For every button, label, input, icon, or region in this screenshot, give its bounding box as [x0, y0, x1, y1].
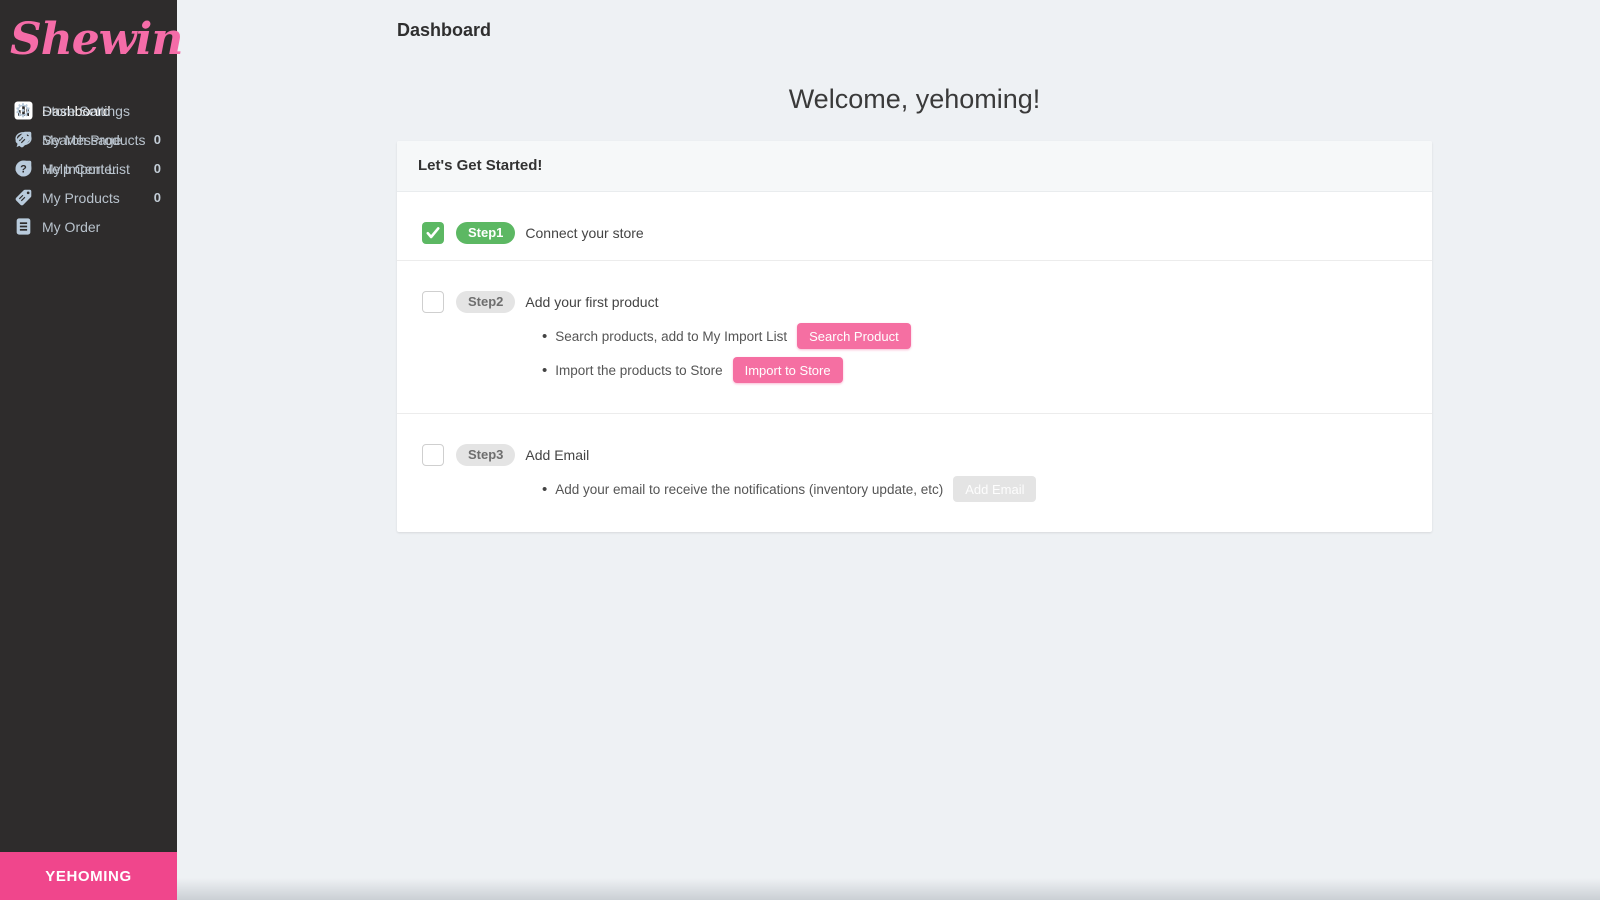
bullet-item: Add your email to receive the notificati… — [542, 476, 1407, 502]
search-product-button[interactable]: Search Product — [797, 323, 911, 349]
step1-checkbox[interactable] — [422, 222, 444, 244]
step-row: Step1 Connect your store — [422, 222, 1407, 244]
account-footer-button[interactable]: YEHOMING — [0, 852, 177, 900]
bullet-item: Import the products to Store Import to S… — [542, 357, 1407, 383]
sidebar-item-label: My Order — [42, 218, 101, 235]
step1-label: Connect your store — [525, 225, 644, 241]
sidebar-item-label: Help Center — [42, 160, 117, 177]
sidebar: Shewin Dashboard Search Products My Impo… — [0, 0, 183, 900]
step-row: Step2 Add your first product — [422, 291, 1407, 313]
sidebar-item-label: My Import List — [42, 160, 130, 177]
step-row: Step3 Add Email — [422, 444, 1407, 466]
help-icon: ? — [13, 159, 33, 179]
page-title: Dashboard — [397, 20, 492, 40]
add-email-button[interactable]: Add Email — [953, 476, 1037, 502]
sidebar-item-label: My Message — [42, 131, 122, 148]
sidebar-item-store-settings[interactable]: ⚙ Store Settings — [0, 96, 177, 125]
card-title: Let's Get Started! — [418, 157, 543, 174]
bar-chart-icon — [13, 101, 33, 121]
step2-section: Step2 Add your first product Search prod… — [397, 261, 1432, 414]
get-started-card: Let's Get Started! Step1 Connect your st… — [397, 141, 1432, 532]
tag-icon — [13, 188, 33, 208]
sidebar-item-help-center[interactable]: ? Help Center — [0, 154, 177, 183]
step1-badge: Step1 — [456, 222, 516, 244]
sidebar-item-label: Search Products — [42, 131, 146, 148]
welcome-heading: Welcome, yehoming! — [788, 84, 1041, 114]
step2-badge: Step2 — [456, 291, 516, 313]
import-to-store-button[interactable]: Import to Store — [732, 357, 843, 383]
shewin-logo: Shewin — [10, 14, 183, 65]
bullet-item: Search products, add to My Import List S… — [542, 323, 1407, 349]
sidebar-item-dashboard[interactable]: Dashboard — [0, 96, 177, 125]
viewport-bottom-shadow — [177, 878, 1600, 900]
gear-icon: ⚙ — [14, 99, 32, 122]
my-products-count-badge: 0 — [153, 190, 161, 205]
svg-text:?: ? — [20, 163, 27, 175]
step2-label: Add your first product — [525, 294, 659, 310]
sidebar-item-my-order[interactable]: My Order — [0, 212, 177, 241]
step3-badge: Step3 — [456, 444, 516, 466]
sidebar-item-my-products[interactable]: My Products 0 — [0, 183, 177, 212]
bullet-text: Import the products to Store — [555, 362, 723, 378]
step3-section: Step3 Add Email Add your email to receiv… — [397, 414, 1432, 532]
step3-bullets: Add your email to receive the notificati… — [542, 476, 1407, 502]
step2-checkbox[interactable] — [422, 291, 444, 313]
step3-label: Add Email — [525, 447, 590, 463]
sidebar-item-label: Store Settings — [42, 102, 130, 119]
message-count-badge: 0 — [153, 132, 161, 147]
sidebar-item-label: Dashboard — [42, 102, 111, 119]
step3-checkbox[interactable] — [422, 444, 444, 466]
sidebar-item-label: My Products — [42, 189, 120, 206]
import-list-count-badge: 0 — [153, 161, 161, 176]
order-icon — [13, 217, 33, 237]
step1-section: Step1 Connect your store — [397, 192, 1432, 261]
card-header: Let's Get Started! — [397, 141, 1432, 192]
bullet-text: Add your email to receive the notificati… — [555, 481, 944, 497]
sidebar-bottom-nav: ⚙ Store Settings My Message 0 ? Help Cen… — [0, 96, 177, 828]
sidebar-item-my-message[interactable]: My Message 0 — [0, 125, 177, 154]
step2-bullets: Search products, add to My Import List S… — [542, 323, 1407, 383]
message-icon — [13, 130, 33, 150]
bullet-text: Search products, add to My Import List — [555, 328, 788, 344]
